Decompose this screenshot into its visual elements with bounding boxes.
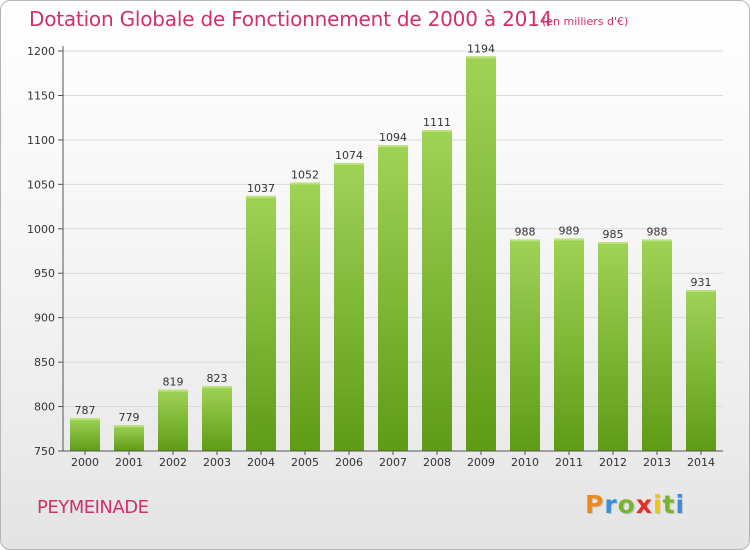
bar bbox=[510, 239, 540, 451]
x-tick-label: 2014 bbox=[687, 456, 715, 469]
bar-cap bbox=[598, 242, 628, 245]
logo-letter: i bbox=[675, 490, 686, 519]
bar bbox=[422, 130, 452, 451]
bar bbox=[378, 145, 408, 451]
y-tick-label: 900 bbox=[34, 312, 55, 325]
bar bbox=[114, 425, 144, 451]
x-tick-label: 2004 bbox=[247, 456, 275, 469]
x-tick-label: 2008 bbox=[423, 456, 451, 469]
x-tick-label: 2012 bbox=[599, 456, 627, 469]
bar bbox=[158, 389, 188, 451]
x-tick-label: 2006 bbox=[335, 456, 363, 469]
bar-cap bbox=[686, 290, 716, 293]
bar-value-label: 1111 bbox=[423, 116, 451, 129]
bar-value-label: 1052 bbox=[291, 169, 319, 182]
y-tick-label: 850 bbox=[34, 356, 55, 369]
logo-letter: P bbox=[585, 490, 605, 519]
bar-value-label: 931 bbox=[691, 276, 712, 289]
x-tick-label: 2003 bbox=[203, 456, 231, 469]
y-tick-label: 800 bbox=[34, 401, 55, 414]
commune-name: PEYMEINADE bbox=[37, 497, 149, 518]
bar-value-label: 1194 bbox=[467, 42, 495, 55]
chart-unit: (en milliers d'€) bbox=[542, 15, 629, 28]
bar-value-label: 989 bbox=[559, 225, 580, 238]
y-tick-label: 1200 bbox=[27, 45, 55, 58]
y-tick-label: 1100 bbox=[27, 134, 55, 147]
chart-title: Dotation Globale de Fonctionnement de 20… bbox=[29, 7, 553, 31]
x-tick-label: 2010 bbox=[511, 456, 539, 469]
y-tick-label: 750 bbox=[34, 445, 55, 458]
axes: 750 800 850 900 950 1000 1050 1100 1150 1200 2000 2… bbox=[27, 45, 723, 469]
logo-letter: o bbox=[617, 490, 636, 519]
x-tick-label: 2005 bbox=[291, 456, 319, 469]
bar bbox=[246, 195, 276, 451]
bar-cap bbox=[510, 239, 540, 242]
bar-value-label: 988 bbox=[647, 225, 668, 238]
y-tick-label: 950 bbox=[34, 267, 55, 280]
x-tick-label: 2013 bbox=[643, 456, 671, 469]
bar-value-label: 1074 bbox=[335, 149, 363, 162]
bar bbox=[202, 386, 232, 451]
proxiti-logo: Proxiti bbox=[585, 490, 685, 519]
bar bbox=[290, 182, 320, 452]
bar bbox=[554, 238, 584, 451]
y-tick-label: 1000 bbox=[27, 223, 55, 236]
bar bbox=[642, 239, 672, 451]
bar-cap bbox=[466, 56, 496, 59]
x-tick-label: 2001 bbox=[115, 456, 143, 469]
x-tick-label: 2000 bbox=[71, 456, 99, 469]
logo-letter: x bbox=[635, 490, 653, 519]
y-tick-label: 1150 bbox=[27, 89, 55, 102]
bars bbox=[70, 56, 716, 452]
value-labels: 787 779 819 823 1037 1052 1074 1094 1111 1194 988 9… bbox=[75, 42, 712, 424]
bar-value-label: 779 bbox=[119, 411, 140, 424]
bar-value-label: 823 bbox=[207, 372, 228, 385]
bar bbox=[70, 418, 100, 451]
bar-cap bbox=[334, 163, 364, 165]
x-tick-label: 2011 bbox=[555, 456, 583, 469]
bar bbox=[686, 290, 716, 451]
bar-value-label: 1094 bbox=[379, 131, 407, 144]
bar-cap bbox=[290, 182, 320, 185]
bar-cap bbox=[202, 386, 232, 389]
bar-value-label: 988 bbox=[515, 225, 536, 238]
bar-cap bbox=[114, 425, 144, 428]
bar bbox=[334, 163, 364, 451]
bar bbox=[598, 242, 628, 451]
bar-cap bbox=[642, 239, 672, 242]
x-tick-label: 2009 bbox=[467, 456, 495, 469]
x-tick-label: 2007 bbox=[379, 456, 407, 469]
y-tick-label: 1050 bbox=[27, 178, 55, 191]
bar-value-label: 787 bbox=[75, 404, 96, 417]
bar-cap bbox=[246, 195, 276, 198]
bar-cap bbox=[70, 418, 100, 421]
x-tick-label: 2002 bbox=[159, 456, 187, 469]
logo-letter: r bbox=[604, 490, 618, 519]
logo-letter: t bbox=[662, 490, 676, 519]
bar-value-label: 819 bbox=[163, 376, 184, 389]
bar-cap bbox=[158, 389, 188, 392]
bar-cap bbox=[554, 238, 584, 241]
bar-cap bbox=[422, 130, 452, 133]
bar-cap bbox=[378, 145, 408, 148]
logo-letter: i bbox=[653, 490, 663, 519]
bar-value-label: 1037 bbox=[247, 182, 275, 195]
bar bbox=[466, 56, 496, 451]
bar-value-label: 985 bbox=[603, 228, 624, 241]
